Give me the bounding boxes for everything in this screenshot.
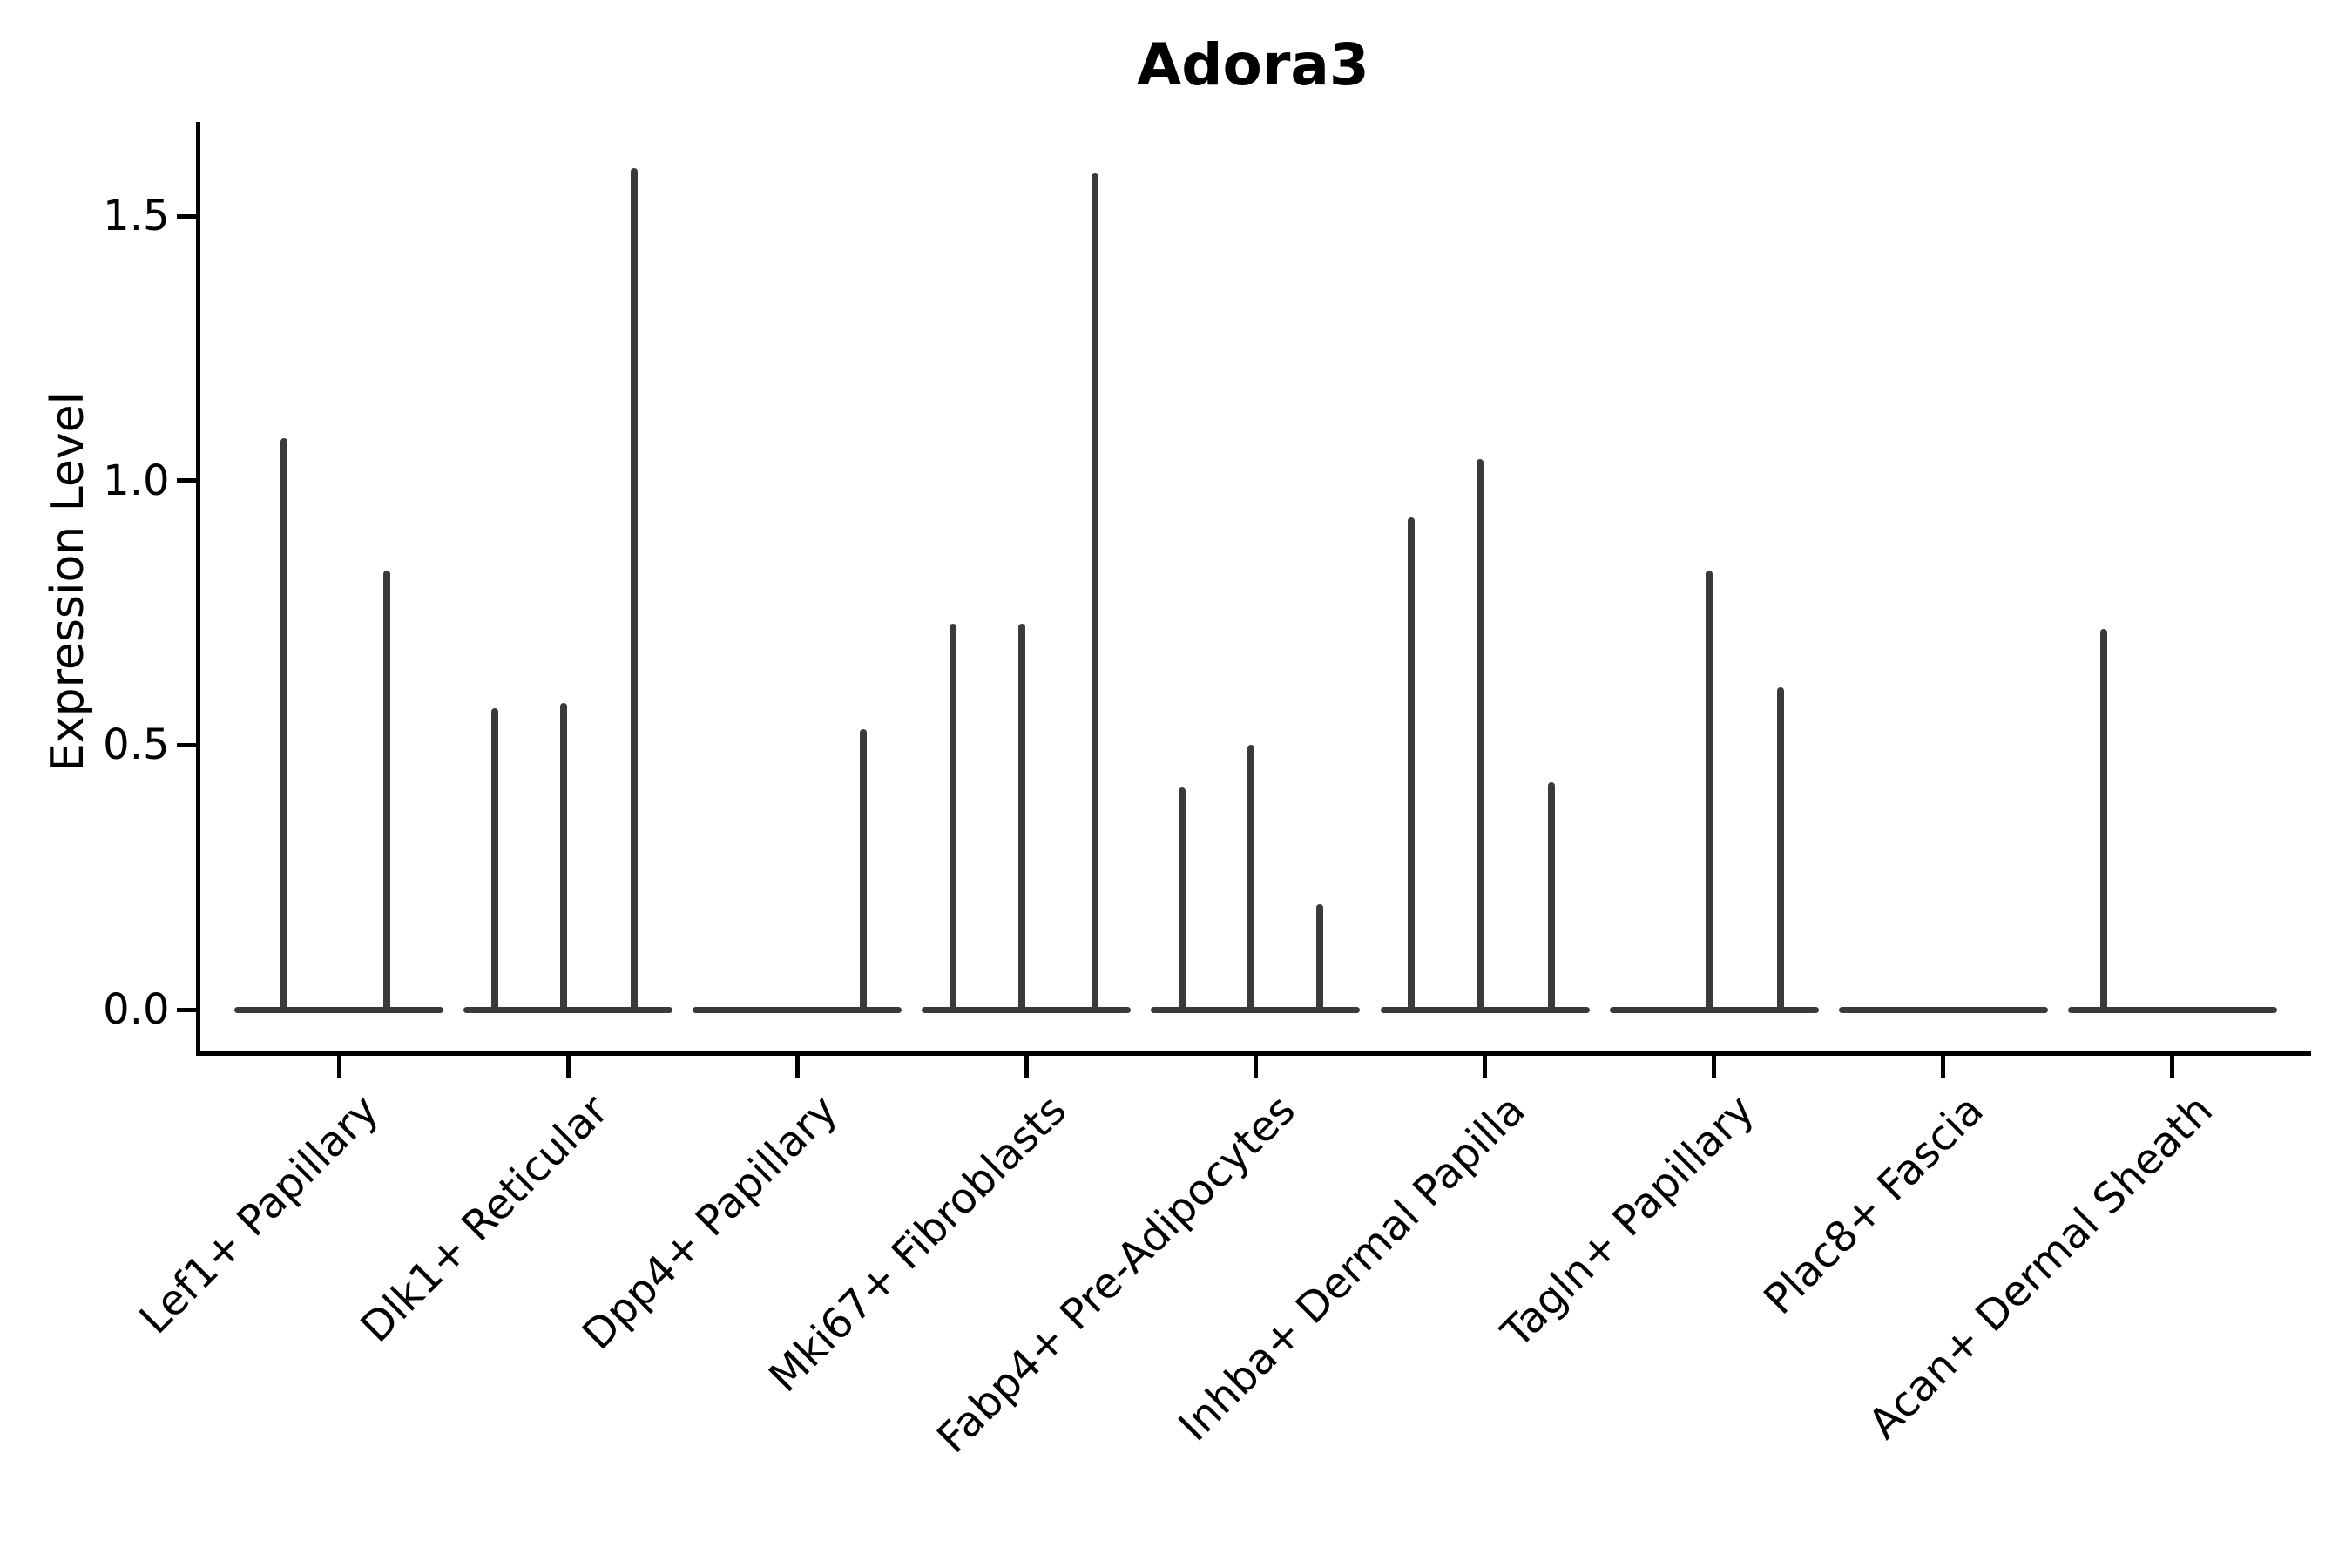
y-tick-mark [176,742,196,747]
y-axis-spine [195,122,200,1053]
violin-spike [1547,781,1555,1010]
violin-base [922,1006,1132,1013]
violin-spike [1247,745,1255,1010]
violin-base [693,1006,902,1013]
y-tick-label: 1.5 [103,192,170,241]
violin-spike [383,570,391,1010]
violin-spike [490,707,498,1010]
violin-spike [1018,623,1026,1010]
violin-spike [1706,570,1713,1010]
violin-base [1838,1006,2048,1013]
x-tick-mark [2170,1055,2175,1078]
y-tick-mark [176,1007,196,1012]
chart-title: Adora3 [1137,31,1369,98]
y-tick-mark [176,478,196,483]
violin-base [1151,1006,1361,1013]
violin-spike [280,438,287,1010]
x-tick-mark [1024,1055,1029,1078]
y-tick-label: 0.0 [103,985,170,1034]
violin-spike [1477,459,1484,1010]
violin-spike [559,702,567,1010]
x-category-label: Dpp4+ Papillary [573,1085,848,1360]
y-tick-label: 1.0 [103,456,170,505]
violin-base [2067,1006,2277,1013]
x-tick-mark [336,1055,341,1078]
violin-base [234,1006,443,1013]
violin-spike [631,168,639,1010]
x-tick-mark [1253,1055,1258,1078]
x-axis-spine [195,1051,2311,1056]
violin-spike [860,729,868,1010]
violin-spike [1408,517,1416,1010]
x-category-label: Tagln+ Papillary [1491,1085,1764,1357]
violin-spike [1316,903,1324,1010]
violin-base [1380,1006,1590,1013]
x-tick-mark [1483,1055,1487,1078]
violin-spike [950,623,957,1010]
violin-spike [1776,686,1784,1010]
violin-spike [1092,173,1099,1010]
x-category-label: Plac8+ Fascia [1754,1085,1993,1324]
x-tick-mark [794,1055,800,1078]
x-tick-mark [1712,1055,1717,1078]
x-category-label: Dlk1+ Reticular [351,1085,618,1352]
violin-base [463,1006,673,1013]
violin-spike [2099,628,2107,1010]
violin-spike [1179,787,1186,1010]
y-tick-label: 0.5 [103,720,170,770]
x-tick-mark [1941,1055,1946,1078]
x-category-label: Lef1+ Papillary [130,1085,389,1344]
y-axis-label: Expression Level [42,391,94,773]
x-tick-mark [565,1055,571,1078]
y-tick-mark [176,213,196,219]
violin-base [1609,1006,1819,1013]
